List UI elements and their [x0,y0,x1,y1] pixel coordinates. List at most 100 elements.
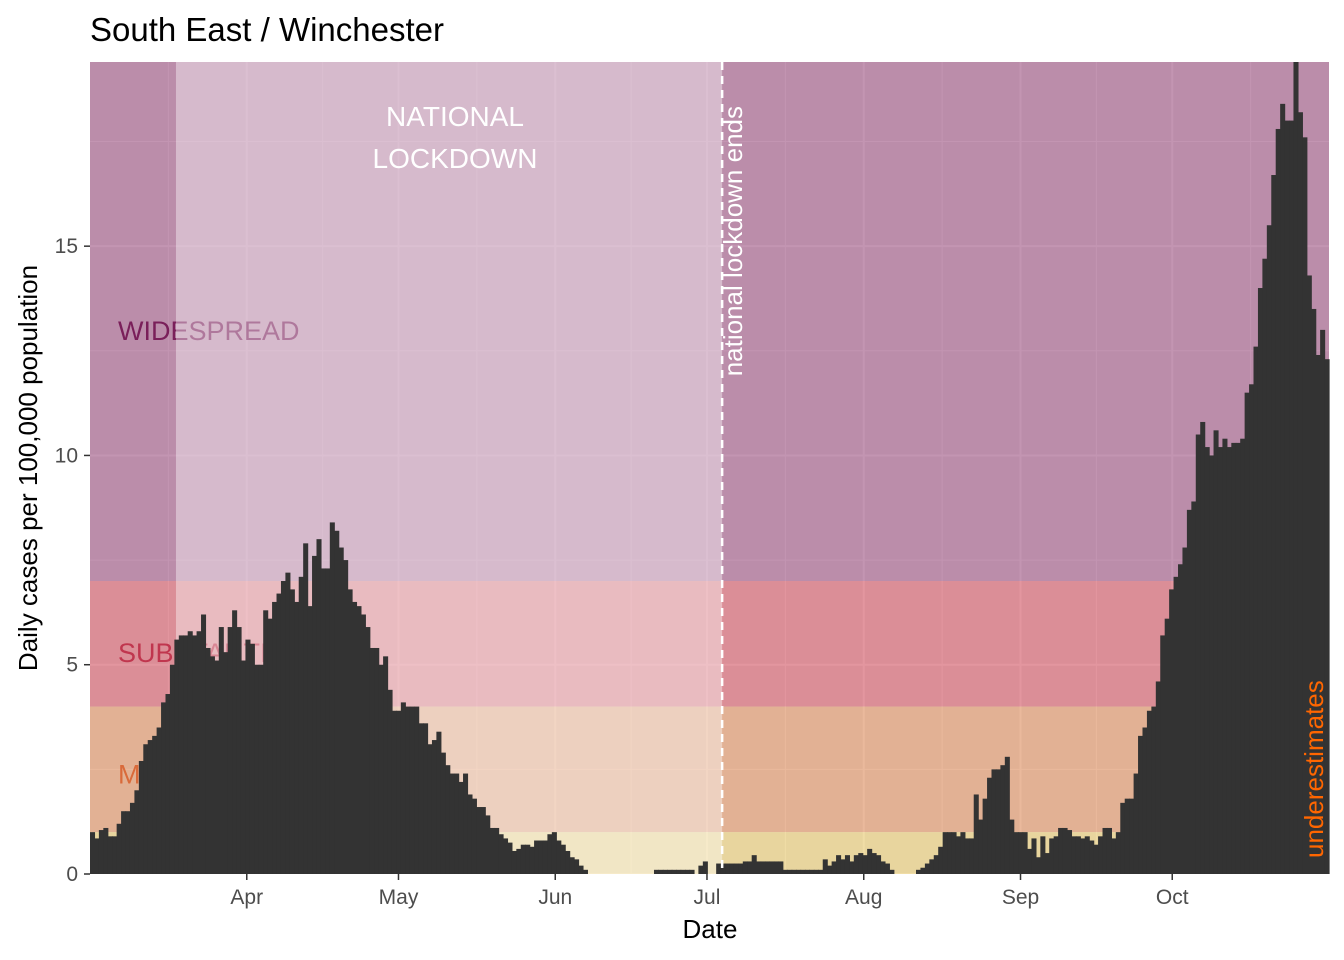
bar [867,848,873,874]
bar [782,869,788,874]
bar [289,589,295,874]
bar [507,842,513,874]
bar [942,832,948,874]
bar [232,610,238,874]
bar [383,656,389,874]
bar [1226,447,1232,874]
bar [129,802,136,874]
bar [1142,727,1148,874]
bar [1071,836,1077,874]
bar [1035,857,1041,874]
bar [1120,802,1126,874]
bar [769,861,775,874]
bar [1213,430,1219,874]
band-widespread [90,62,1329,582]
bar [298,576,304,874]
bar [924,863,930,874]
bar [1151,706,1157,874]
bar [378,664,384,874]
bar [1182,547,1188,874]
underestimates-label: underestimates [1299,680,1329,858]
x-axis-title: Date [683,914,738,944]
bar [525,844,531,874]
bar [303,543,309,874]
bar [1253,346,1259,875]
bar [1235,442,1241,874]
x-tick-label: Jun [538,886,572,909]
bar [578,865,584,874]
bar [791,869,797,874]
bar [174,639,180,874]
bar [680,869,686,874]
bar [1089,840,1095,874]
bar [662,869,668,874]
bar [1084,836,1090,874]
bar [1173,576,1179,874]
bar [338,547,344,874]
bar [818,869,824,874]
bar [542,840,549,874]
bar [312,555,318,874]
bar [387,689,393,874]
bar [1160,635,1166,874]
bar [955,836,962,874]
bar [1164,618,1170,874]
bar [316,539,322,874]
chart-title: South East / Winchester [90,11,444,48]
bar [263,610,269,874]
bar [471,798,477,874]
bar [369,647,375,874]
bar [254,664,260,874]
bar [547,834,553,874]
bar [844,855,850,874]
bar [1169,589,1175,874]
bar [1315,354,1321,874]
bar [1275,128,1281,875]
bar [1240,438,1246,874]
bar [480,807,486,874]
bar [396,710,402,874]
bar [1080,838,1086,874]
bar [240,660,247,874]
bar [800,869,806,874]
bar [560,844,566,874]
bar [716,863,722,874]
bar [116,823,122,874]
bar [352,601,358,874]
bar [280,581,286,874]
bar [529,846,535,874]
bar [765,861,771,874]
bar [325,568,331,874]
bar [1018,832,1024,874]
bar [1106,827,1112,874]
bar [1075,836,1081,874]
bar [391,710,398,874]
x-tick-label: Apr [230,886,263,909]
bar [245,639,251,874]
bar [720,863,726,874]
bar [138,760,144,874]
bar [418,723,424,874]
y-axis: 0 5 10 15 [55,235,90,886]
bar [1155,681,1161,874]
bar [916,869,922,874]
bar [1266,225,1272,874]
bar [1200,421,1206,874]
lockdown-end-label: national lockdown ends [718,106,748,376]
bar [107,836,113,874]
bar [760,861,766,874]
bar [1289,120,1295,874]
bar [320,568,326,874]
bar [103,827,109,874]
bar [1124,798,1130,874]
bar [1000,765,1006,874]
bar [249,643,255,874]
bar [458,781,464,874]
bar [307,606,313,874]
y-tick-label: 5 [66,654,78,677]
bar [880,861,886,874]
bar [98,830,104,874]
bar [147,740,153,874]
bar [1102,827,1108,874]
